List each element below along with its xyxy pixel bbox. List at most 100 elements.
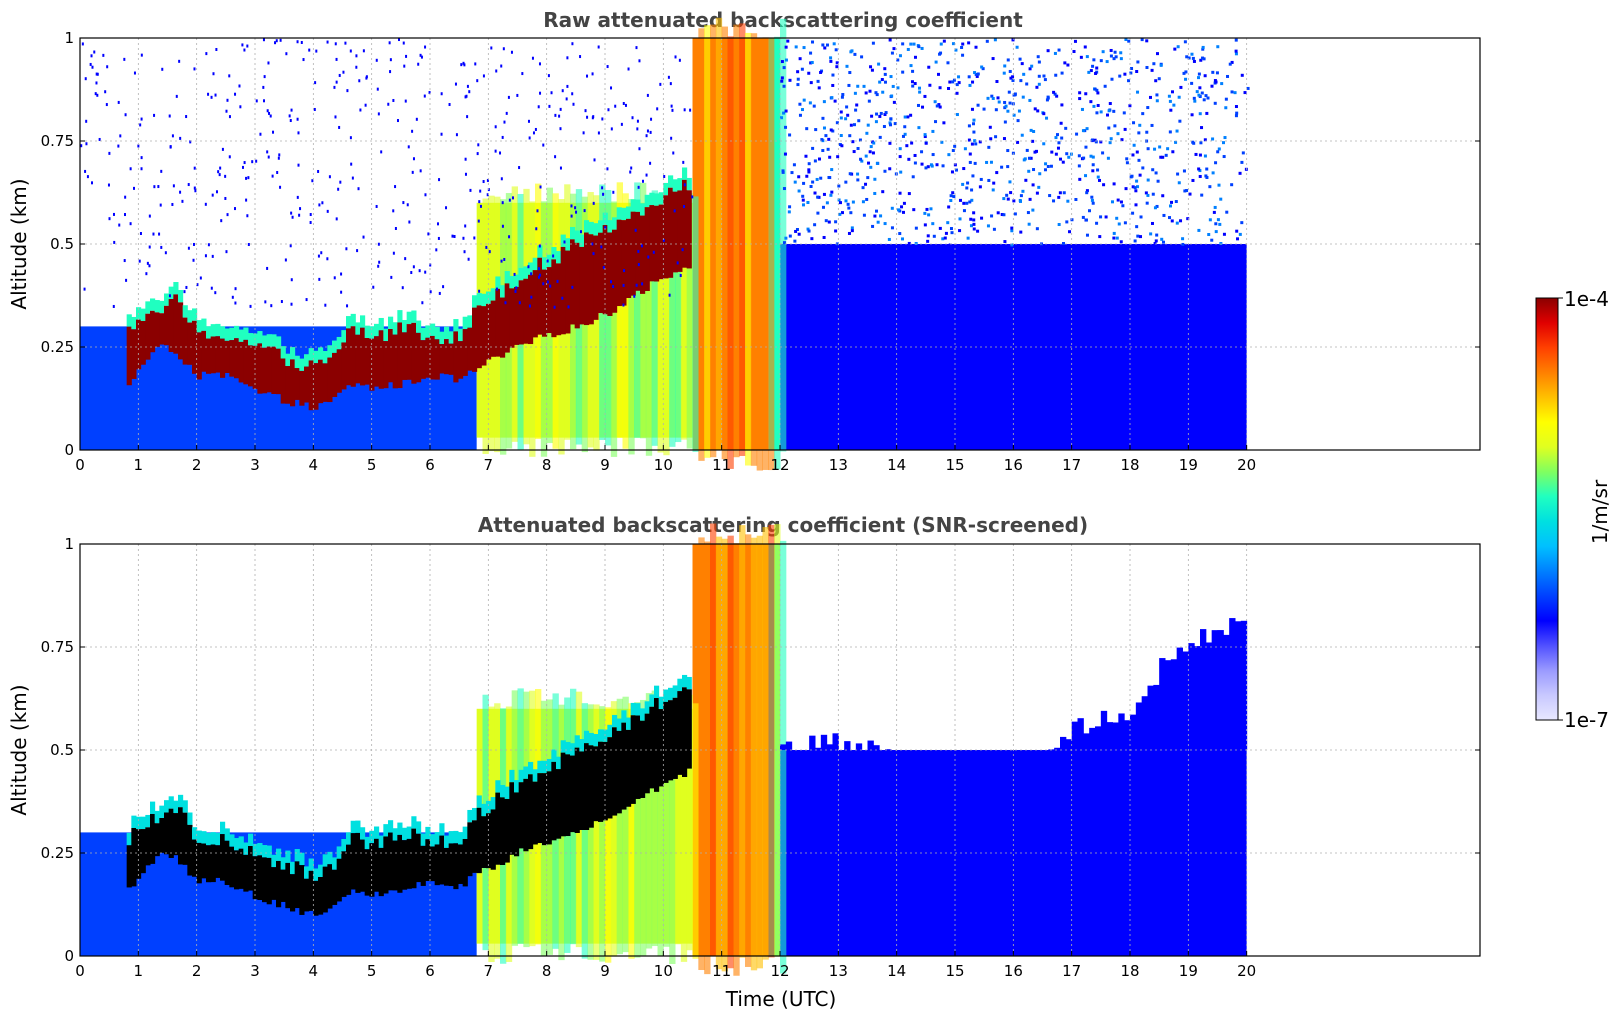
noise-speck	[844, 199, 848, 203]
noise-speck	[1183, 189, 1187, 193]
cloud-cell	[187, 824, 193, 876]
noise-speck	[875, 93, 879, 97]
noise-speck	[247, 176, 250, 180]
noise-speck	[387, 102, 390, 106]
noise-speck	[311, 179, 314, 183]
noise-speck	[973, 161, 977, 165]
noise-speck	[1031, 183, 1035, 187]
noise-speck	[820, 138, 824, 142]
noise-speck	[1075, 132, 1079, 136]
noise-speck	[1066, 199, 1070, 203]
noise-speck	[1044, 162, 1048, 166]
noise-speck	[892, 47, 896, 51]
cloud-cell	[229, 846, 235, 888]
cloud-cell	[476, 807, 482, 874]
noise-speck	[95, 72, 98, 76]
noise-speck	[355, 54, 358, 58]
noise-speck	[1011, 75, 1015, 79]
noise-speck	[1115, 236, 1119, 240]
noise-speck	[1203, 138, 1207, 142]
noise-speck	[199, 276, 202, 280]
cloud-edge-cell	[178, 794, 184, 808]
screened-night-cell	[1065, 739, 1073, 750]
noise-speck	[813, 191, 817, 195]
cloud-cell	[159, 313, 165, 345]
noise-speck	[1214, 80, 1218, 84]
noise-speck	[676, 261, 679, 265]
noise-speck	[561, 296, 564, 300]
noise-speck	[1010, 229, 1014, 233]
noise-speck	[1091, 201, 1095, 205]
noise-speck	[839, 110, 843, 114]
cloud-edge-cell	[672, 179, 678, 192]
noise-speck	[949, 199, 953, 203]
noise-speck	[210, 95, 213, 99]
heatmap-column	[593, 704, 600, 960]
x-tick-label: 7	[484, 456, 494, 474]
cloud-cell	[458, 844, 464, 884]
screened-y-axis-label: Altitude (km)	[7, 684, 31, 815]
noise-speck	[1168, 204, 1172, 208]
noise-speck	[968, 83, 972, 87]
cloud-cell	[360, 327, 366, 386]
noise-speck	[1174, 200, 1178, 204]
noise-speck	[662, 238, 665, 242]
noise-speck	[887, 237, 891, 241]
noise-speck	[1214, 161, 1218, 165]
noise-speck	[418, 269, 421, 273]
noise-speck	[1161, 194, 1165, 198]
noise-speck	[214, 291, 217, 295]
noise-speck	[987, 178, 991, 182]
noise-speck	[196, 283, 199, 287]
noise-speck	[464, 172, 467, 176]
noise-speck	[672, 151, 675, 155]
noise-speck	[1234, 52, 1238, 56]
cloud-edge-cell	[486, 800, 492, 814]
noise-speck	[146, 261, 149, 265]
noise-speck	[335, 217, 338, 221]
cloud-cell	[416, 833, 422, 883]
noise-speck	[218, 173, 221, 177]
noise-speck	[835, 242, 839, 246]
noise-speck	[923, 133, 927, 137]
noise-speck	[334, 42, 337, 46]
cloud-edge-cell	[607, 220, 613, 233]
noise-speck	[591, 242, 594, 246]
noise-speck	[1135, 179, 1139, 183]
noise-speck	[275, 39, 278, 43]
screened-backscatter-panel: Attenuated backscattering coefficient (S…	[7, 513, 1481, 1011]
cloud-edge-cell	[420, 327, 426, 341]
noise-speck	[1013, 212, 1017, 216]
noise-speck	[793, 239, 797, 243]
noise-speck	[914, 242, 918, 246]
cloud-cell	[178, 807, 184, 865]
cloud-edge-cell	[266, 845, 272, 858]
noise-speck	[378, 260, 381, 264]
cloud-cell	[593, 746, 599, 822]
cloud-cell	[271, 867, 277, 900]
noise-speck	[969, 217, 973, 221]
cloud-edge-cell	[551, 247, 557, 260]
noise-speck	[102, 53, 105, 57]
cloud-cell	[145, 827, 151, 866]
noise-speck	[586, 115, 589, 119]
noise-speck	[499, 151, 502, 155]
cloud-cell	[402, 332, 408, 380]
noise-speck	[1160, 237, 1164, 241]
noise-speck	[575, 210, 578, 214]
noise-speck	[1155, 52, 1159, 56]
cloud-cell	[514, 792, 520, 857]
noise-speck	[992, 227, 996, 231]
noise-speck	[530, 272, 533, 276]
noise-speck	[326, 257, 329, 261]
cloud-edge-cell	[136, 816, 142, 830]
cloud-cell	[518, 782, 524, 849]
noise-speck	[225, 250, 228, 254]
noise-speck	[429, 263, 432, 267]
noise-speck	[1185, 189, 1189, 193]
cloud-edge-cell	[215, 323, 221, 337]
cloud-edge-cell	[215, 832, 221, 846]
noise-speck	[1198, 112, 1202, 116]
cloud-edge-cell	[523, 766, 529, 779]
noise-speck	[402, 201, 405, 205]
